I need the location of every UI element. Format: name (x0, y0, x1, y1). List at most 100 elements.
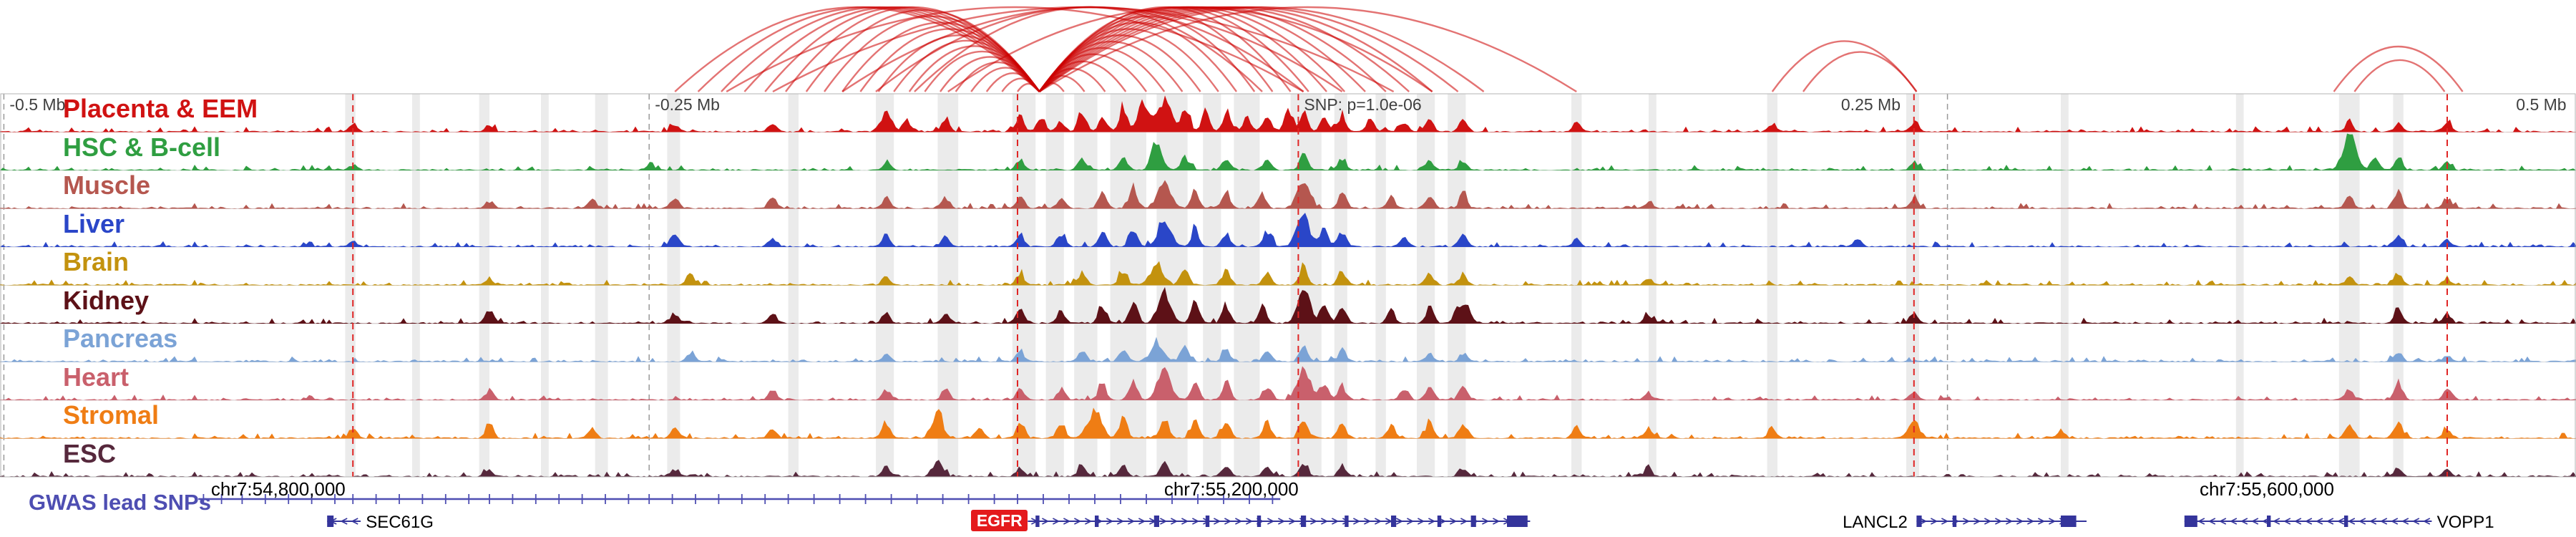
gene-strand-arrow (1181, 518, 1189, 525)
gene-exon (1507, 516, 1528, 527)
interaction-arc (1802, 51, 1918, 92)
gene-strand-arrow (2273, 518, 2280, 525)
gene-strand-arrow (1332, 518, 1340, 525)
gene-strand-arrow (1941, 518, 1949, 525)
gene-exon (1470, 516, 1476, 527)
gene-exon (1345, 516, 1349, 527)
gene-strand-arrow (1974, 518, 1981, 525)
gene-strand-arrow (1418, 518, 1425, 525)
gene-strand-arrow (2305, 518, 2313, 525)
gene-strand-arrow (2412, 518, 2420, 525)
gene-strand-arrow (1289, 518, 1297, 525)
gene-strand-arrow (1493, 518, 1501, 525)
gene-strand-arrow (2006, 518, 2014, 525)
gene-strand-arrow (2038, 518, 2046, 525)
interaction-arc (1017, 82, 1040, 92)
gene-strand-arrow (2208, 518, 2216, 525)
gene-strand-arrow (2197, 518, 2205, 525)
gene-exon (1391, 516, 1397, 527)
gene-strand-arrow (1063, 518, 1071, 525)
track-signal (0, 95, 2576, 132)
gene-strand-arrow (2240, 518, 2248, 525)
gene-strand-arrow (1995, 518, 2003, 525)
track-area-border (0, 93, 2576, 478)
gene-strand-arrow (1117, 518, 1125, 525)
gene-strand-arrow (2380, 518, 2388, 525)
gene-strand-arrow (1192, 518, 1200, 525)
track-signal (0, 180, 2576, 209)
interaction-arc (674, 6, 1040, 92)
gene-strand-arrow (1224, 518, 1232, 525)
gene-strand-arrow (1214, 518, 1221, 525)
gene-exon (1035, 516, 1040, 527)
track-signal (0, 261, 2576, 286)
gene-strand-arrow (1353, 518, 1361, 525)
gene-strand-arrow (1053, 518, 1060, 525)
track-signal (0, 460, 2576, 477)
gene-strand-arrow (1310, 518, 1318, 525)
gene-strand-arrow (1171, 518, 1179, 525)
interaction-arc (2353, 59, 2446, 92)
track-signal (0, 286, 2576, 324)
gene-exon (1437, 516, 1442, 527)
gene-exon (1952, 516, 1957, 527)
gene-strand-arrow (1920, 518, 1928, 525)
gene-strand-arrow (340, 518, 348, 525)
gene-strand-arrow (2251, 518, 2259, 525)
gene-strand-arrow (2401, 518, 2409, 525)
gene-strand-arrow (1106, 518, 1114, 525)
gene-exon (2184, 516, 2197, 527)
gene-strand-arrow (1482, 518, 1490, 525)
track-signal (0, 213, 2576, 247)
gene-exon (2344, 516, 2348, 527)
gene-strand-arrow (351, 518, 358, 525)
gene-exon (1916, 516, 1922, 527)
gene-strand-arrow (1267, 518, 1275, 525)
gene-strand-arrow (1042, 518, 1050, 525)
gene-strand-arrow (1407, 518, 1415, 525)
gene-strand-arrow (1160, 518, 1168, 525)
gene-strand-arrow (2369, 518, 2377, 525)
gene-strand-arrow (2358, 518, 2366, 525)
gene-exon (1257, 516, 1262, 527)
gene-strand-arrow (1931, 518, 1938, 525)
gene-strand-arrow (1963, 518, 1971, 525)
gene-strand-arrow (2348, 518, 2356, 525)
gene-strand-arrow (1450, 518, 1458, 525)
gene-strand-arrow (1278, 518, 1286, 525)
gene-strand-arrow (2219, 518, 2227, 525)
gene-strand-arrow (1074, 518, 1082, 525)
gene-strand-arrow (1085, 518, 1093, 525)
track-signal (0, 133, 2576, 170)
interaction-arc (2333, 46, 2464, 92)
interaction-arc (1038, 6, 1485, 92)
gene-exon (1153, 516, 1159, 527)
gene-strand-arrow (2049, 518, 2057, 525)
gene-exon (1205, 516, 1210, 527)
gene-strand-arrow (2016, 518, 2024, 525)
gene-strand-arrow (2294, 518, 2302, 525)
interaction-arc (1038, 6, 1577, 93)
track-signal (0, 337, 2576, 362)
gene-strand-arrow (2423, 518, 2431, 525)
track-signal (0, 366, 2576, 400)
gene-exon (1301, 516, 1307, 527)
gene-strand-arrow (2326, 518, 2334, 525)
gene-strand-arrow (1321, 518, 1329, 525)
gene-strand-arrow (2316, 518, 2323, 525)
gene-strand-arrow (1375, 518, 1382, 525)
gene-strand-arrow (1364, 518, 1372, 525)
gene-strand-arrow (2027, 518, 2035, 525)
gene-exon (1095, 516, 1099, 527)
interaction-arc (726, 6, 1304, 93)
gene-strand-arrow (1138, 518, 1146, 525)
gene-exon (2061, 516, 2077, 527)
gene-exon (327, 516, 334, 527)
gene-strand-arrow (2391, 518, 2399, 525)
gene-strand-arrow (2337, 518, 2345, 525)
gene-strand-arrow (1235, 518, 1243, 525)
gene-exon (2267, 516, 2271, 527)
gene-strand-arrow (2230, 518, 2238, 525)
